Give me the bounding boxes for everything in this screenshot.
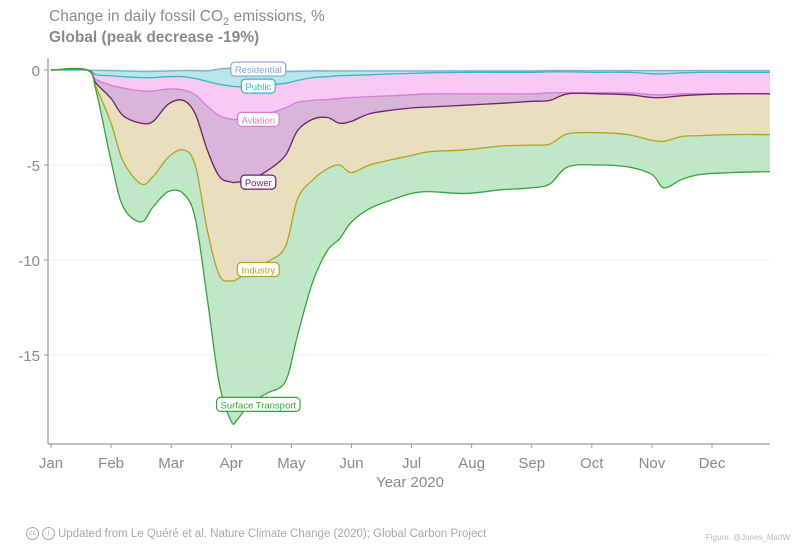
- series-label-box: [236, 111, 280, 128]
- area-power: [51, 69, 770, 183]
- series-label-box: [215, 396, 301, 412]
- chart-subtitle: Global (peak decrease -19%): [49, 29, 260, 46]
- x-tick-label: Nov: [639, 455, 666, 472]
- axes: 0 -5 -10 -15 Jan Feb Mar Apr May Jun Jul Aug Sep Oct N…: [18, 58, 770, 472]
- y-tick-label: -10: [18, 253, 40, 270]
- line-industry: [50, 68, 771, 282]
- line-power: [50, 68, 771, 184]
- y-tick-label: -15: [18, 348, 40, 365]
- x-tick-label: Dec: [699, 455, 726, 472]
- chart-title: Change in daily fossil CO2 emissions, %: [49, 8, 325, 28]
- series-labels: Residential Public Aviation Power Industry Su…: [215, 61, 301, 412]
- series-label-text: Aviation: [241, 115, 275, 126]
- x-tick-label: Mar: [158, 455, 184, 472]
- series-label-text: Surface Transport: [221, 400, 297, 411]
- stacked-areas: [51, 67, 770, 425]
- series-label-surface-transport: Surface Transport: [215, 396, 301, 412]
- series-label-public: Public: [240, 78, 276, 94]
- series-label-residential: Residential: [230, 61, 287, 77]
- x-tick-label: Jul: [402, 455, 421, 472]
- cc-icon: cc: [26, 527, 39, 540]
- series-label-aviation: Aviation: [236, 111, 280, 128]
- figure-credit: ·Figure: @Jones_MattW: [703, 533, 790, 542]
- series-label-text: Power: [245, 178, 272, 189]
- x-axis-label: Year 2020: [376, 474, 444, 491]
- x-tick-label: Oct: [580, 455, 604, 472]
- source-footer: cc i Updated from Le Quéré et al. Nature…: [26, 527, 486, 540]
- series-label-text: Public: [245, 82, 271, 93]
- series-label-box: [240, 174, 277, 190]
- x-tick-label: Jan: [39, 455, 63, 472]
- x-tick-label: Apr: [220, 455, 243, 472]
- source-text: Updated from Le Quéré et al. Nature Clim…: [58, 527, 487, 540]
- x-tick-label: May: [277, 455, 306, 472]
- x-tick-label: Aug: [458, 455, 485, 472]
- series-label-industry: Industry: [236, 261, 280, 278]
- series-label-box: [230, 61, 287, 77]
- attribution-icon: i: [42, 527, 55, 540]
- x-tick-label: Jun: [339, 455, 363, 472]
- series-label-box: [236, 261, 280, 278]
- series-lines: [50, 67, 771, 425]
- line-residential: [50, 67, 770, 73]
- title-prefix: Change in daily fossil CO: [49, 8, 224, 25]
- line-surface-transport: [50, 67, 771, 425]
- area-surface-transport: [51, 68, 770, 425]
- y-tick-label: 0: [32, 63, 40, 80]
- series-label-text: Residential: [235, 65, 282, 76]
- x-tick-label: Sep: [518, 455, 545, 472]
- line-public: [50, 68, 770, 88]
- series-label-box: [240, 78, 276, 94]
- series-label-power: Power: [240, 174, 277, 190]
- x-tick-label: Feb: [98, 455, 124, 472]
- area-industry: [51, 68, 770, 282]
- y-tick-label: -5: [27, 158, 40, 175]
- title-suffix: emissions, %: [229, 8, 325, 25]
- series-label-text: Industry: [241, 266, 275, 277]
- line-aviation: [50, 68, 770, 121]
- title-subscript: 2: [223, 16, 230, 29]
